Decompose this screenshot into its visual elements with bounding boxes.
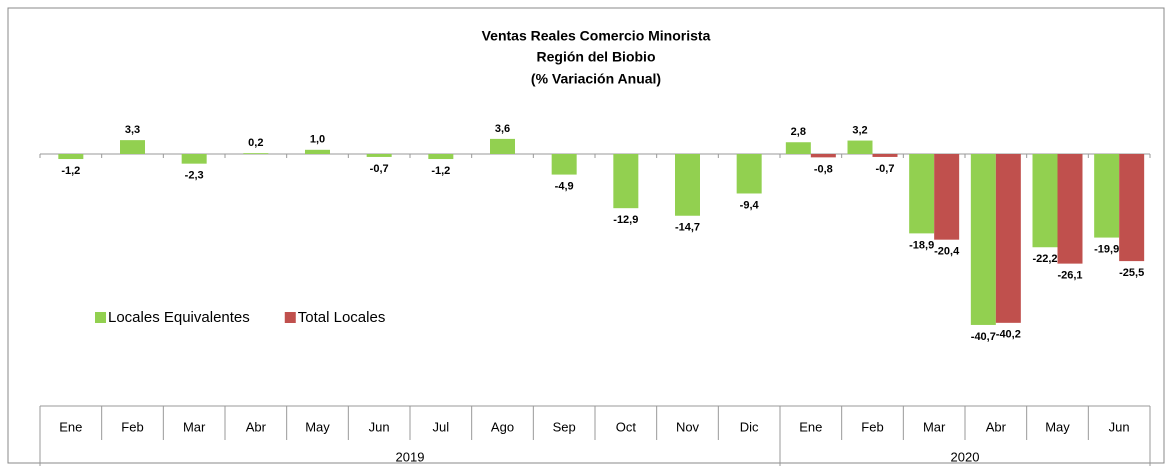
legend-swatch xyxy=(95,312,106,323)
x-tick-label: Feb xyxy=(861,419,883,434)
data-label: -18,9 xyxy=(909,239,934,251)
data-label: 1,0 xyxy=(310,134,325,146)
data-label: 3,2 xyxy=(852,124,867,136)
data-label: -20,4 xyxy=(934,246,960,258)
x-tick-label: Dic xyxy=(740,419,759,434)
bar xyxy=(970,154,996,325)
x-tick-label: May xyxy=(1045,419,1070,434)
x-tick-label: Mar xyxy=(923,419,946,434)
bar xyxy=(1119,154,1145,262)
x-tick-label: Abr xyxy=(986,419,1007,434)
x-tick-label: Ago xyxy=(491,419,514,434)
data-label: 3,3 xyxy=(125,124,140,136)
bar xyxy=(810,154,836,158)
x-tick-label: Oct xyxy=(616,419,637,434)
data-label: -40,7 xyxy=(971,331,996,343)
data-label: -19,9 xyxy=(1094,243,1119,255)
bar xyxy=(490,138,515,154)
x-tick-label: May xyxy=(305,419,330,434)
bar xyxy=(909,154,935,234)
legend-label: Locales Equivalentes xyxy=(108,309,250,326)
chart-title: Región del Biobio xyxy=(537,49,656,65)
data-label: 3,6 xyxy=(495,123,510,135)
data-label: -25,5 xyxy=(1119,267,1144,279)
bar xyxy=(995,154,1021,323)
x-tick-label: Abr xyxy=(246,419,267,434)
bar xyxy=(1032,154,1058,248)
bar xyxy=(1057,154,1083,264)
bar xyxy=(785,142,811,154)
bar xyxy=(847,140,873,154)
data-label: -40,2 xyxy=(996,329,1021,341)
year-label: 2020 xyxy=(951,449,980,464)
legend-label: Total Locales xyxy=(298,309,386,326)
data-label: -26,1 xyxy=(1057,270,1082,282)
bar xyxy=(675,154,700,216)
data-label: -0,7 xyxy=(876,163,895,175)
bar xyxy=(736,154,762,194)
data-label: -2,3 xyxy=(185,170,204,182)
x-tick-label: Nov xyxy=(676,419,700,434)
data-label: -9,4 xyxy=(740,199,760,211)
bar xyxy=(428,154,454,160)
data-label: -0,8 xyxy=(814,163,833,175)
bar xyxy=(305,149,330,154)
data-label: -1,2 xyxy=(431,165,450,177)
chart-title: (% Variación Anual) xyxy=(531,71,661,87)
data-label: 2,8 xyxy=(791,126,806,138)
x-tick-label: Jul xyxy=(433,419,450,434)
data-label: -4,9 xyxy=(555,180,574,192)
x-tick-label: Jun xyxy=(369,419,390,434)
data-label: 0,2 xyxy=(248,137,263,149)
x-tick-label: Mar xyxy=(183,419,206,434)
bar xyxy=(872,154,898,157)
bar xyxy=(120,140,145,154)
bar xyxy=(613,154,639,209)
data-label: -14,7 xyxy=(675,222,700,234)
bar xyxy=(551,154,577,175)
data-label: -22,2 xyxy=(1032,253,1057,265)
bar xyxy=(243,153,269,154)
bar xyxy=(934,154,960,240)
x-tick-label: Ene xyxy=(59,419,82,434)
year-label: 2019 xyxy=(396,449,425,464)
x-tick-label: Sep xyxy=(553,419,576,434)
data-label: -12,9 xyxy=(613,214,638,226)
legend-swatch xyxy=(284,312,296,323)
bar xyxy=(58,154,84,160)
x-tick-label: Ene xyxy=(799,419,822,434)
data-label: -1,2 xyxy=(61,165,80,177)
chart-title: Ventas Reales Comercio Minorista xyxy=(482,28,711,44)
bar xyxy=(1094,154,1120,238)
x-tick-label: Feb xyxy=(121,419,143,434)
x-tick-label: Jun xyxy=(1109,419,1130,434)
data-label: -0,7 xyxy=(370,163,389,175)
bar xyxy=(181,154,207,164)
bar xyxy=(366,154,392,157)
